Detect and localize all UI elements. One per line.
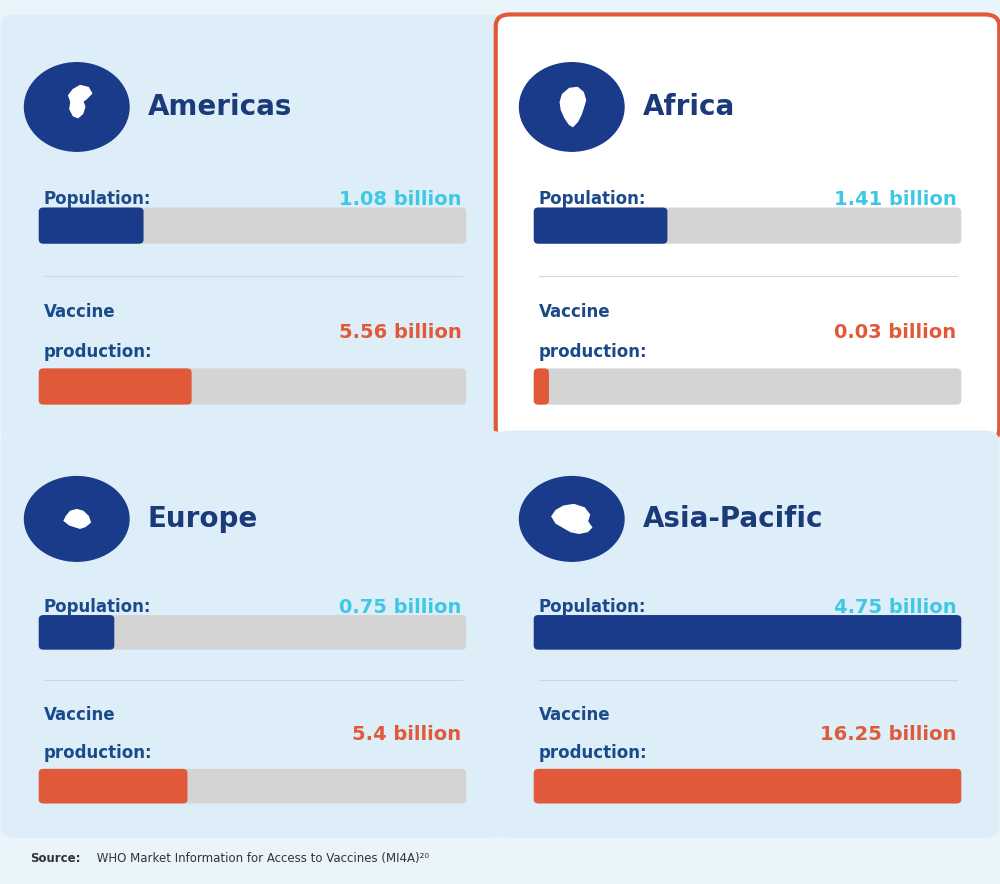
Text: Europe: Europe (148, 505, 258, 533)
Text: 0.75 billion: 0.75 billion (339, 598, 462, 617)
FancyBboxPatch shape (1, 431, 504, 838)
Text: 5.56 billion: 5.56 billion (339, 323, 462, 342)
Text: Vaccine: Vaccine (538, 706, 610, 724)
Text: production:: production: (538, 744, 647, 763)
Text: Africa: Africa (643, 93, 735, 121)
FancyBboxPatch shape (496, 431, 999, 838)
FancyBboxPatch shape (534, 615, 961, 650)
Text: 0.03 billion: 0.03 billion (834, 323, 956, 342)
FancyBboxPatch shape (1, 14, 504, 441)
FancyBboxPatch shape (534, 369, 549, 405)
Text: Source:: Source: (30, 851, 80, 865)
Text: 5.4 billion: 5.4 billion (352, 725, 462, 743)
FancyBboxPatch shape (534, 769, 961, 804)
Text: Vaccine: Vaccine (44, 706, 115, 724)
FancyBboxPatch shape (534, 208, 961, 244)
FancyBboxPatch shape (534, 769, 961, 804)
Text: Population:: Population: (44, 190, 151, 209)
Text: 1.41 billion: 1.41 billion (834, 190, 956, 209)
FancyBboxPatch shape (534, 208, 667, 244)
FancyBboxPatch shape (534, 615, 961, 650)
Circle shape (520, 63, 624, 151)
Text: WHO Market Information for Access to Vaccines (MI4A)²⁰: WHO Market Information for Access to Vac… (93, 851, 429, 865)
Polygon shape (64, 509, 90, 529)
Text: 16.25 billion: 16.25 billion (820, 725, 956, 743)
Polygon shape (560, 88, 586, 126)
Polygon shape (69, 86, 92, 110)
Text: Vaccine: Vaccine (44, 303, 115, 321)
FancyBboxPatch shape (39, 615, 466, 650)
Circle shape (24, 476, 129, 561)
FancyBboxPatch shape (39, 769, 466, 804)
FancyBboxPatch shape (39, 615, 114, 650)
Text: Vaccine: Vaccine (538, 303, 610, 321)
Text: 4.75 billion: 4.75 billion (834, 598, 956, 617)
Text: production:: production: (538, 343, 647, 362)
Text: production:: production: (44, 343, 152, 362)
FancyBboxPatch shape (39, 369, 466, 405)
Text: production:: production: (44, 744, 152, 763)
Polygon shape (70, 97, 85, 118)
FancyBboxPatch shape (39, 769, 187, 804)
Circle shape (24, 63, 129, 151)
FancyBboxPatch shape (534, 369, 961, 405)
Text: Asia-Pacific: Asia-Pacific (643, 505, 824, 533)
Text: 1.08 billion: 1.08 billion (339, 190, 462, 209)
Text: Population:: Population: (44, 598, 151, 616)
FancyBboxPatch shape (39, 369, 192, 405)
Circle shape (520, 476, 624, 561)
Text: Population:: Population: (538, 598, 646, 616)
Polygon shape (552, 505, 592, 533)
FancyBboxPatch shape (496, 14, 999, 441)
FancyBboxPatch shape (39, 208, 466, 244)
Text: Population:: Population: (538, 190, 646, 209)
Text: Americas: Americas (148, 93, 292, 121)
FancyBboxPatch shape (39, 208, 144, 244)
